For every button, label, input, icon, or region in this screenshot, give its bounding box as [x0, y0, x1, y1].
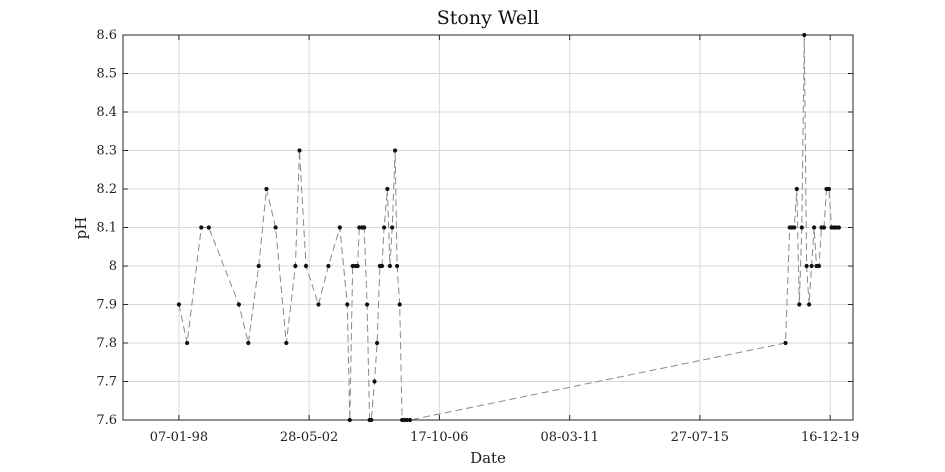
data-point — [256, 263, 261, 269]
data-point — [807, 302, 812, 307]
data-point — [783, 340, 788, 346]
y-tick-label: 7.8 — [96, 336, 117, 351]
data-point — [385, 186, 390, 192]
y-tick-label: 8.5 — [96, 67, 117, 82]
x-tick-label: 07-01-98 — [150, 430, 208, 445]
data-point — [792, 225, 797, 230]
data-point — [362, 225, 367, 230]
data-point — [799, 225, 804, 230]
data-point — [264, 186, 269, 192]
data-point — [206, 225, 211, 230]
x-tick-label: 16-12-19 — [801, 430, 859, 445]
data-point — [273, 225, 278, 230]
x-tick-label: 08-03-11 — [540, 430, 598, 445]
y-tick-label: 8.4 — [96, 105, 117, 120]
data-point — [382, 225, 387, 230]
y-tick-label: 7.6 — [96, 413, 117, 428]
y-tick-label: 7.7 — [96, 375, 117, 390]
x-tick-label: 27-07-15 — [671, 430, 729, 445]
data-point — [246, 340, 251, 346]
data-point — [297, 148, 302, 153]
data-point — [365, 302, 370, 307]
data-point — [375, 340, 380, 346]
data-point — [379, 263, 385, 269]
data-point — [405, 417, 410, 423]
data-point — [802, 32, 807, 38]
data-point — [337, 225, 342, 230]
data-point — [303, 263, 309, 269]
tick-layer: 7.6 7.7 7.8 7.9 8 8.1 8.2 8.3 8.4 8.5 8.6 07-01-98 2… — [96, 28, 859, 445]
data-point — [347, 417, 352, 423]
data-point — [316, 302, 321, 307]
data-point — [809, 263, 814, 269]
series-layer — [176, 32, 842, 423]
data-point — [804, 263, 809, 269]
y-tick-label: 8 — [109, 259, 117, 274]
x-axis-label: Date — [470, 449, 506, 467]
data-point — [797, 302, 802, 307]
data-point — [393, 148, 398, 153]
data-point — [397, 302, 402, 307]
chart-title: Stony Well — [437, 7, 539, 29]
data-point — [395, 263, 400, 269]
y-tick-label: 8.6 — [96, 28, 117, 43]
y-axis-label: pH — [72, 217, 90, 240]
data-point — [390, 225, 395, 230]
x-tick-label: 17-10-06 — [410, 430, 468, 445]
series-line — [178, 34, 839, 421]
data-point — [199, 225, 204, 230]
data-point — [407, 417, 413, 423]
y-tick-label: 8.1 — [96, 221, 117, 236]
grid-layer — [123, 34, 853, 421]
data-point — [284, 340, 289, 346]
data-point — [812, 225, 817, 230]
x-tick-label: 28-05-02 — [280, 430, 338, 445]
y-tick-label: 7.9 — [96, 298, 117, 313]
data-point — [355, 263, 360, 269]
data-point — [369, 417, 374, 423]
data-point — [345, 302, 350, 307]
data-point — [826, 186, 832, 192]
data-point — [836, 225, 842, 230]
data-point — [387, 263, 392, 269]
data-point — [176, 302, 181, 307]
y-tick-label: 8.3 — [96, 144, 117, 159]
data-point — [185, 340, 190, 346]
data-point — [821, 225, 827, 230]
data-point — [293, 263, 298, 269]
data-point — [794, 186, 799, 192]
data-point — [326, 263, 331, 269]
data-point — [372, 379, 377, 384]
data-point — [236, 302, 241, 307]
y-tick-label: 8.2 — [96, 182, 117, 197]
data-point — [816, 263, 822, 269]
